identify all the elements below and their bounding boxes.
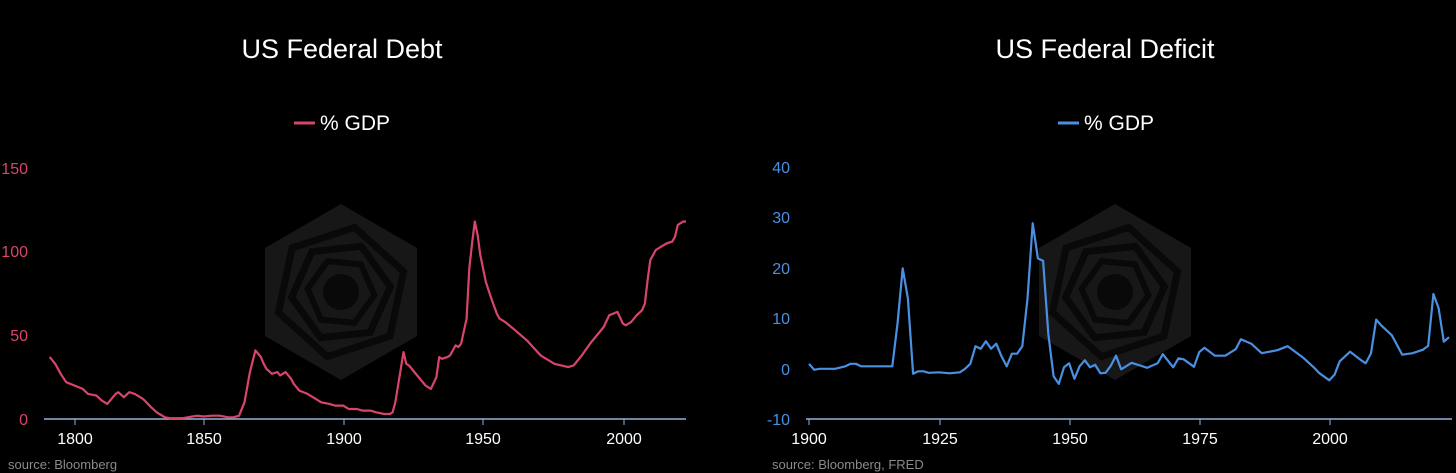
debt-x-tick: 2000	[606, 431, 642, 448]
debt-chart: US Federal Debt % GDP 0 50 100 150 1800 …	[1, 34, 686, 472]
debt-series-line	[48, 220, 686, 420]
watermark-logo-icon	[1039, 204, 1191, 380]
deficit-y-tick: 40	[772, 160, 790, 177]
debt-source-note: source: Bloomberg	[8, 457, 117, 472]
deficit-y-tick: -10	[767, 412, 790, 429]
debt-y-axis: 0 50 100 150	[1, 161, 28, 429]
debt-x-tick: 1950	[465, 431, 501, 448]
deficit-y-tick: 30	[772, 210, 790, 227]
deficit-y-tick: 0	[781, 362, 790, 379]
deficit-series-line	[808, 222, 1450, 385]
debt-x-tick: 1800	[57, 431, 93, 448]
debt-legend-label: % GDP	[320, 112, 390, 135]
debt-legend: % GDP	[294, 112, 390, 135]
watermark-logo-icon	[265, 204, 417, 380]
deficit-x-tick: 1925	[922, 431, 958, 448]
debt-y-tick: 50	[10, 328, 28, 345]
debt-y-tick: 0	[19, 412, 28, 429]
debt-chart-title: US Federal Debt	[241, 34, 443, 64]
debt-x-tick: 1850	[186, 431, 222, 448]
deficit-x-tick: 1900	[791, 431, 827, 448]
deficit-legend-label: % GDP	[1084, 112, 1154, 135]
deficit-x-tick: 1950	[1052, 431, 1088, 448]
debt-y-tick: 100	[1, 244, 28, 261]
deficit-x-axis: 1900 1925 1950 1975 2000	[791, 418, 1452, 448]
deficit-y-tick: 20	[772, 261, 790, 278]
deficit-x-tick: 2000	[1312, 431, 1348, 448]
deficit-source-note: source: Bloomberg, FRED	[772, 457, 924, 472]
deficit-x-tick: 1975	[1182, 431, 1218, 448]
deficit-chart-title: US Federal Deficit	[995, 34, 1215, 64]
deficit-y-tick: 10	[772, 311, 790, 328]
deficit-legend: % GDP	[1058, 112, 1154, 135]
debt-x-tick: 1900	[326, 431, 362, 448]
debt-y-tick: 150	[1, 161, 28, 178]
deficit-y-axis: -10 0 10 20 30 40	[767, 160, 790, 429]
debt-x-axis: 1800 1850 1900 1950 2000	[44, 418, 686, 448]
deficit-chart: US Federal Deficit % GDP -10 0 10 20 30 …	[767, 34, 1452, 472]
